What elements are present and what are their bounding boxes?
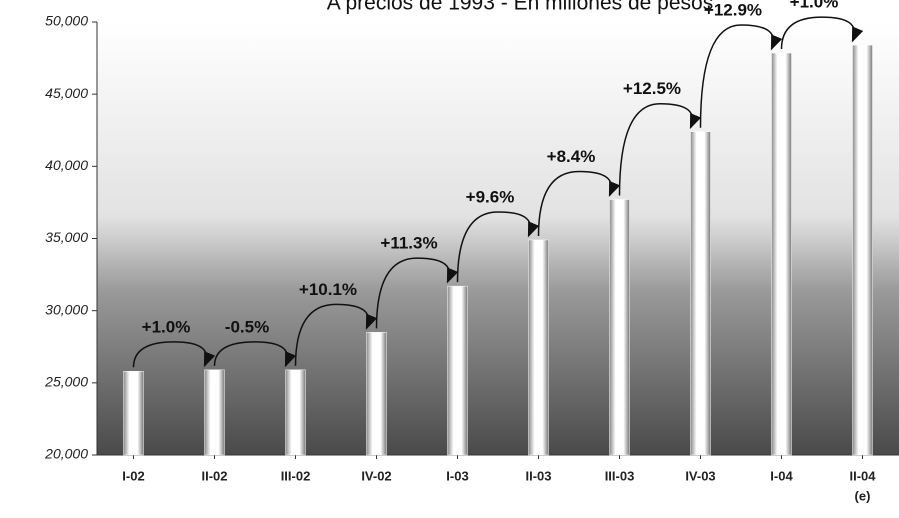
arrow [537,170,621,236]
arrow [132,341,216,368]
annotation: +12.9% [704,1,762,20]
x-tick-label: I-02 [122,468,144,483]
arrow [618,102,702,196]
y-tick-label: 25,000 [44,374,88,390]
annotation: +10.1% [299,280,357,299]
bar [690,131,711,456]
y-tick-label: 35,000 [45,229,88,245]
y-tick-label: 45,000 [45,85,88,101]
annotation: +9.6% [466,187,515,206]
x-tick-label: I-03 [446,468,468,483]
x-tick-label: IV-03 [685,468,715,483]
arrow [780,16,864,50]
bar [609,199,630,456]
x-tick-label: II-02 [201,468,227,483]
bar [123,371,144,456]
bar [447,285,468,456]
annotation: +1.0% [142,317,191,336]
annotation: -0.5% [225,317,269,336]
annotation: +12.5% [623,79,681,98]
bar [366,332,387,456]
bar [771,52,792,456]
annotation: +8.4% [547,147,596,166]
y-tick-label: 40,000 [45,157,88,173]
arrow [294,303,378,366]
x-tick-label: I-04 [770,468,793,483]
category-note: (e) [855,488,871,503]
y-tick-label: 50,000 [45,13,88,29]
arrow [213,341,297,368]
arrow [699,24,783,128]
x-tick-label: III-03 [605,468,635,483]
y-tick-label: 20,000 [44,446,88,462]
x-tick-label: IV-02 [361,468,391,483]
annotation: +1.0% [790,0,839,12]
bar [204,369,225,456]
chart-title: A precios de 1993 - En millones de pesos [327,0,713,15]
annotation: +11.3% [380,234,437,253]
x-tick-label: II-04 [849,468,876,483]
y-tick-label: 30,000 [45,301,88,317]
x-tick-label: III-02 [281,468,311,483]
arrow [375,257,459,329]
arrow [456,211,540,283]
x-tick-label: II-03 [525,468,551,483]
plot-background [97,22,899,455]
bar [285,369,306,456]
bar [528,239,549,456]
bar [852,44,873,456]
